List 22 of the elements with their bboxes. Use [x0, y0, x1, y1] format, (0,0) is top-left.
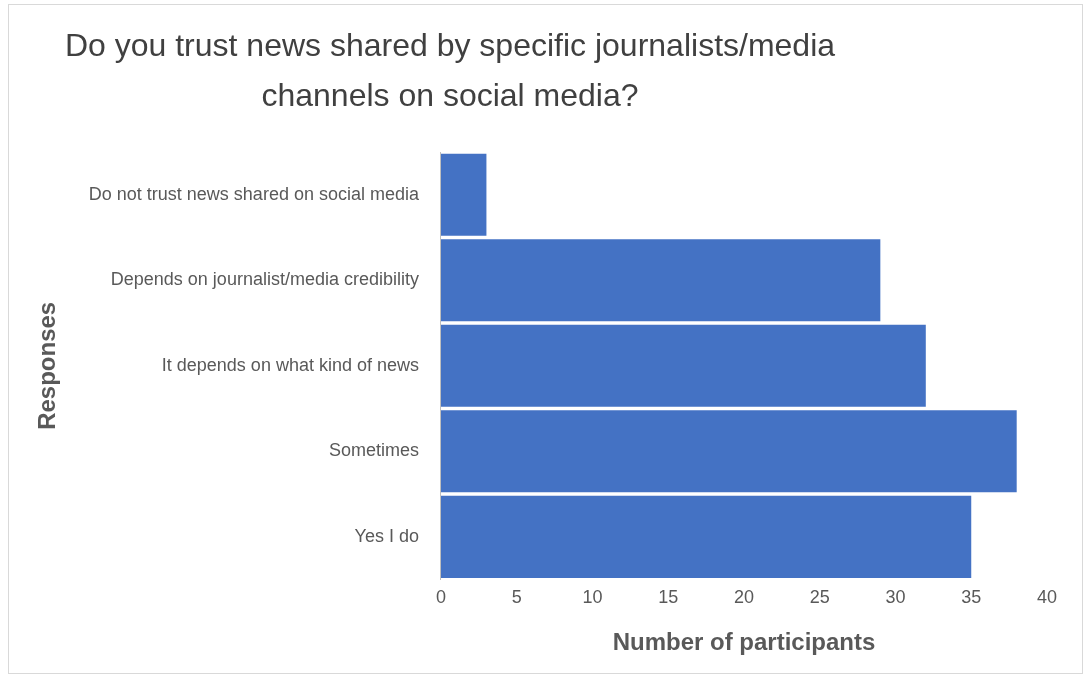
- bar: [440, 495, 972, 578]
- x-tick-label: 10: [582, 587, 603, 608]
- x-tick-label: 25: [809, 587, 830, 608]
- y-tick-label: Do not trust news shared on social media: [88, 183, 420, 204]
- x-tick-label: 15: [658, 587, 679, 608]
- x-tick-label: 40: [1036, 587, 1058, 608]
- y-tick-label: Sometimes: [328, 440, 419, 461]
- y-tick-label: Depends on journalist/media credibility: [110, 269, 419, 290]
- x-tick-label: 35: [961, 587, 982, 608]
- x-tick-label: 5: [511, 587, 522, 608]
- y-axis-title: Responses: [33, 301, 61, 430]
- y-tick-label: It depends on what kind of news: [161, 354, 419, 375]
- bar: [440, 410, 1017, 493]
- bar: [440, 239, 881, 322]
- bar: [440, 153, 487, 236]
- chart-title: Do you trust news shared by specific journalists/media channels on social media?: [63, 26, 837, 115]
- y-tick-label: Yes I do: [354, 525, 419, 546]
- x-tick-label: 20: [733, 587, 754, 608]
- bar: [440, 324, 926, 407]
- x-tick-label: 30: [885, 587, 906, 608]
- x-axis-title: Number of participants: [612, 628, 876, 656]
- x-tick-label: 0: [435, 587, 446, 608]
